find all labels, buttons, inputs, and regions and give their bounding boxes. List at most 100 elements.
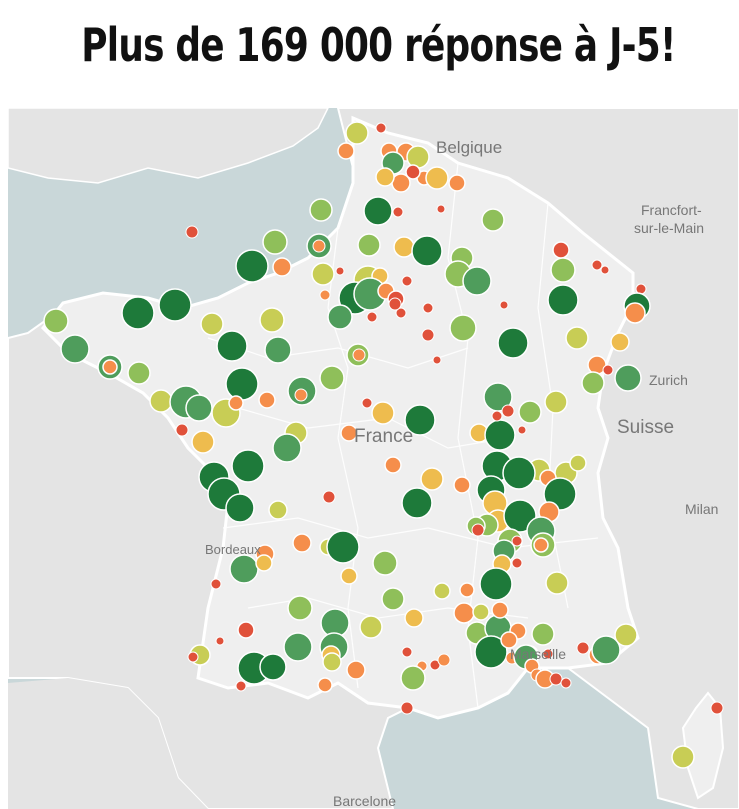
response-marker[interactable] [502, 456, 536, 490]
response-marker[interactable] [400, 665, 426, 691]
response-marker[interactable] [319, 365, 345, 391]
response-marker[interactable] [309, 198, 333, 222]
response-marker[interactable] [121, 296, 155, 330]
response-marker[interactable] [576, 641, 590, 655]
response-marker[interactable] [481, 208, 505, 232]
response-marker[interactable] [422, 302, 434, 314]
response-marker[interactable] [346, 660, 366, 680]
response-marker[interactable] [235, 680, 247, 692]
response-marker[interactable] [102, 359, 118, 375]
response-marker[interactable] [671, 745, 695, 769]
response-marker[interactable] [401, 646, 413, 658]
response-marker[interactable] [453, 602, 475, 624]
response-marker[interactable] [405, 164, 421, 180]
response-marker[interactable] [600, 265, 610, 275]
response-marker[interactable] [550, 257, 576, 283]
response-marker[interactable] [401, 275, 413, 287]
response-marker[interactable] [499, 300, 509, 310]
response-marker[interactable] [335, 266, 345, 276]
response-marker[interactable] [381, 587, 405, 611]
response-marker[interactable] [448, 174, 466, 192]
response-marker[interactable] [187, 651, 199, 663]
response-marker[interactable] [710, 701, 724, 715]
response-marker[interactable] [272, 257, 292, 277]
response-marker[interactable] [388, 297, 402, 311]
response-marker[interactable] [272, 433, 302, 463]
response-marker[interactable] [552, 241, 570, 259]
response-marker[interactable] [225, 493, 255, 523]
response-marker[interactable] [549, 672, 563, 686]
response-marker[interactable] [175, 423, 189, 437]
response-marker[interactable] [395, 307, 407, 319]
response-marker[interactable] [352, 348, 366, 362]
response-marker[interactable] [210, 578, 222, 590]
response-marker[interactable] [149, 389, 173, 413]
response-marker[interactable] [500, 631, 518, 649]
response-marker[interactable] [404, 404, 436, 436]
response-marker[interactable] [259, 307, 285, 333]
response-marker[interactable] [294, 388, 308, 402]
response-marker[interactable] [215, 636, 225, 646]
response-marker[interactable] [411, 235, 443, 267]
response-marker[interactable] [401, 487, 433, 519]
response-marker[interactable] [340, 424, 358, 442]
response-marker[interactable] [511, 535, 523, 547]
response-marker[interactable] [317, 677, 333, 693]
response-marker[interactable] [421, 328, 435, 342]
response-marker[interactable] [503, 499, 537, 533]
response-marker[interactable] [228, 395, 244, 411]
response-marker[interactable] [511, 557, 523, 569]
response-marker[interactable] [420, 467, 444, 491]
response-marker[interactable] [400, 701, 414, 715]
map-canvas[interactable] [8, 108, 739, 809]
response-marker[interactable] [371, 401, 395, 425]
response-marker[interactable] [337, 142, 355, 160]
response-marker[interactable] [425, 166, 449, 190]
response-marker[interactable] [602, 364, 614, 376]
response-marker[interactable] [433, 582, 451, 600]
response-marker[interactable] [518, 400, 542, 424]
response-marker[interactable] [311, 262, 335, 286]
response-marker[interactable] [569, 454, 587, 472]
response-marker[interactable] [614, 364, 642, 392]
response-marker[interactable] [491, 410, 503, 422]
response-marker[interactable] [361, 397, 373, 409]
response-marker[interactable] [392, 206, 404, 218]
response-marker[interactable] [255, 554, 273, 572]
response-marker[interactable] [497, 327, 529, 359]
response-marker[interactable] [453, 476, 471, 494]
response-marker[interactable] [624, 302, 646, 324]
response-marker[interactable] [287, 595, 313, 621]
response-marker[interactable] [471, 523, 485, 537]
response-marker[interactable] [237, 621, 255, 639]
response-marker[interactable] [357, 233, 381, 257]
response-marker[interactable] [436, 204, 446, 214]
response-marker[interactable] [547, 284, 579, 316]
response-marker[interactable] [474, 635, 508, 669]
response-marker[interactable] [322, 490, 336, 504]
map-view[interactable]: Belgique Francfort- sur-le-Main Zurich S… [8, 108, 739, 809]
response-marker[interactable] [185, 225, 199, 239]
response-marker[interactable] [501, 404, 515, 418]
response-marker[interactable] [359, 615, 383, 639]
response-marker[interactable] [322, 652, 342, 672]
response-marker[interactable] [158, 288, 192, 322]
response-marker[interactable] [345, 121, 369, 145]
response-marker[interactable] [60, 334, 90, 364]
response-marker[interactable] [372, 550, 398, 576]
response-marker[interactable] [479, 567, 513, 601]
response-marker[interactable] [533, 537, 549, 553]
response-marker[interactable] [544, 390, 568, 414]
response-marker[interactable] [491, 601, 509, 619]
response-marker[interactable] [363, 196, 393, 226]
response-marker[interactable] [366, 311, 378, 323]
response-marker[interactable] [565, 326, 589, 350]
response-marker[interactable] [462, 266, 492, 296]
response-marker[interactable] [517, 425, 527, 435]
response-marker[interactable] [404, 608, 424, 628]
response-marker[interactable] [327, 304, 353, 330]
response-marker[interactable] [292, 533, 312, 553]
response-marker[interactable] [531, 622, 555, 646]
response-marker[interactable] [312, 239, 326, 253]
response-marker[interactable] [560, 677, 572, 689]
